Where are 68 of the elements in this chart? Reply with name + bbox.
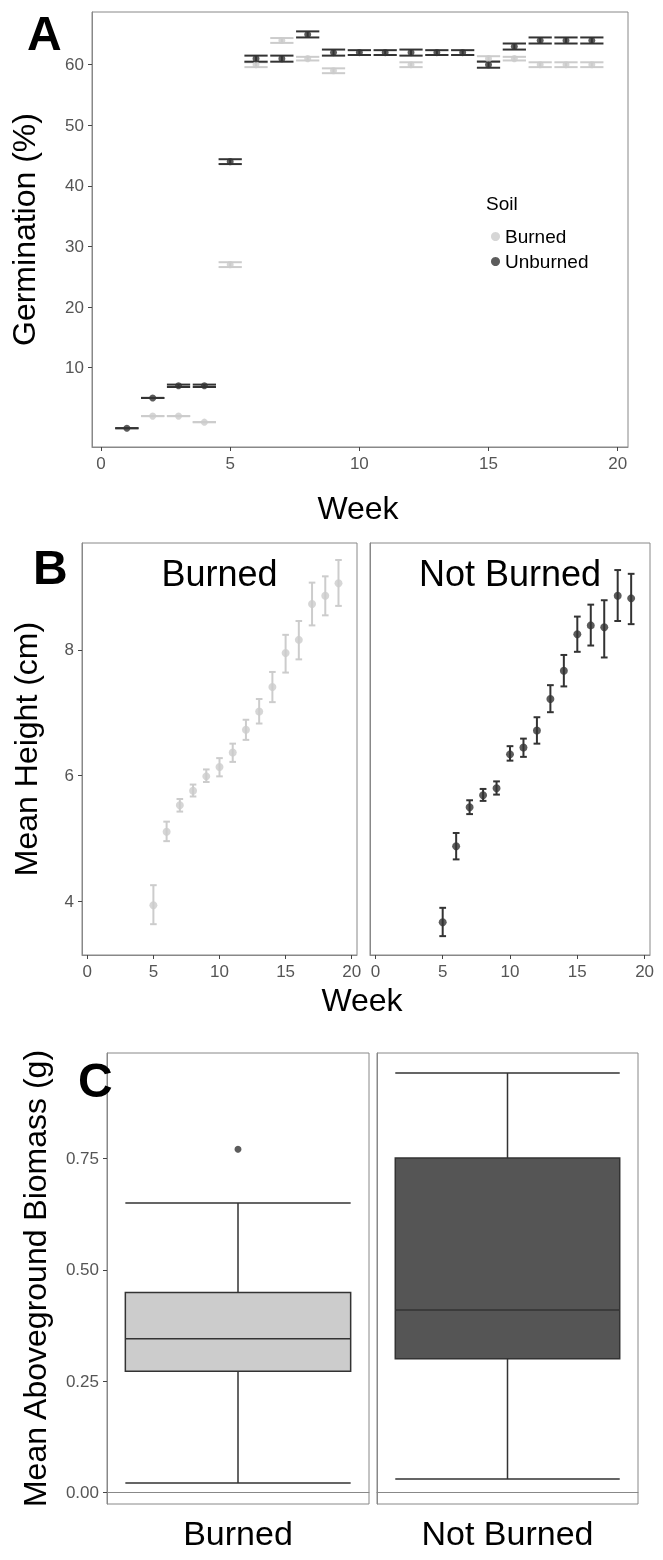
- y-tick-label: 0.25: [65, 1371, 99, 1391]
- y-tick-label: 30: [65, 236, 84, 256]
- x-tick-label: 15: [276, 962, 296, 981]
- point: [546, 695, 555, 703]
- x-tick-label: 20: [342, 962, 362, 981]
- x-axis-title: Week: [321, 982, 404, 1018]
- point: [281, 649, 290, 658]
- point: [162, 827, 171, 836]
- y-tick-label: 0.00: [65, 1482, 99, 1502]
- x-tick-label: 0: [370, 962, 381, 981]
- point: [228, 748, 237, 757]
- y-axis-title: Mean Height (cm): [8, 621, 44, 877]
- x-axis-title: Week: [317, 490, 400, 526]
- y-tick-label: 4: [64, 892, 74, 912]
- point: [586, 621, 595, 630]
- y-tick-label: 6: [64, 766, 74, 786]
- x-tick-label: 20: [635, 962, 655, 981]
- x-tick-label: 10: [500, 962, 520, 981]
- point: [519, 743, 528, 752]
- point: [308, 600, 317, 609]
- point: [600, 623, 609, 632]
- x-tick-label: 15: [479, 454, 498, 473]
- x-tick-label: 10: [210, 962, 229, 981]
- point: [294, 635, 303, 644]
- x-tick-label: 5: [225, 454, 235, 473]
- point: [255, 707, 264, 716]
- y-axis-title: Germination (%): [6, 113, 42, 346]
- point: [241, 725, 250, 734]
- y-tick-label: 40: [65, 176, 84, 196]
- x-tick-label: 0: [96, 454, 106, 473]
- point: [438, 918, 447, 927]
- point: [321, 591, 330, 600]
- chart-title: C: [78, 1053, 113, 1107]
- point: [492, 784, 501, 793]
- chart-subtitle: Not Burned: [418, 552, 602, 594]
- legend-label: Unburned: [505, 251, 589, 272]
- point: [202, 772, 211, 781]
- chart-title: B: [33, 540, 68, 594]
- point: [215, 762, 224, 771]
- point: [613, 591, 622, 600]
- point: [452, 842, 461, 851]
- y-tick-label: 20: [65, 297, 84, 317]
- point: [334, 579, 343, 588]
- x-tick-label: 5: [148, 962, 159, 981]
- y-axis-title: Mean Aboveground Biomass (g): [17, 1049, 53, 1508]
- point: [479, 791, 488, 800]
- point: [627, 594, 636, 603]
- point: [559, 666, 568, 675]
- point: [268, 683, 277, 692]
- point: [573, 630, 582, 639]
- x-tick-label: 20: [608, 454, 628, 473]
- chart-title: A: [27, 6, 62, 60]
- point: [149, 901, 158, 910]
- point: [465, 803, 474, 812]
- y-tick-label: 60: [65, 55, 84, 75]
- y-tick-label: 50: [65, 115, 84, 135]
- x-tick-label: 0: [82, 962, 93, 981]
- y-tick-label: 10: [65, 358, 84, 378]
- y-tick-label: 0.50: [65, 1260, 99, 1280]
- legend-label: Burned: [505, 226, 567, 247]
- x-tick-label: 10: [349, 454, 369, 473]
- chart-subtitle: Burned: [161, 552, 278, 594]
- y-tick-label: 8: [64, 640, 74, 660]
- x-tick-label: 5: [437, 962, 448, 981]
- x-tick-label: 15: [567, 962, 587, 981]
- y-tick-label: 0.75: [65, 1149, 99, 1169]
- legend-title: Soil: [486, 193, 518, 214]
- point: [532, 726, 541, 735]
